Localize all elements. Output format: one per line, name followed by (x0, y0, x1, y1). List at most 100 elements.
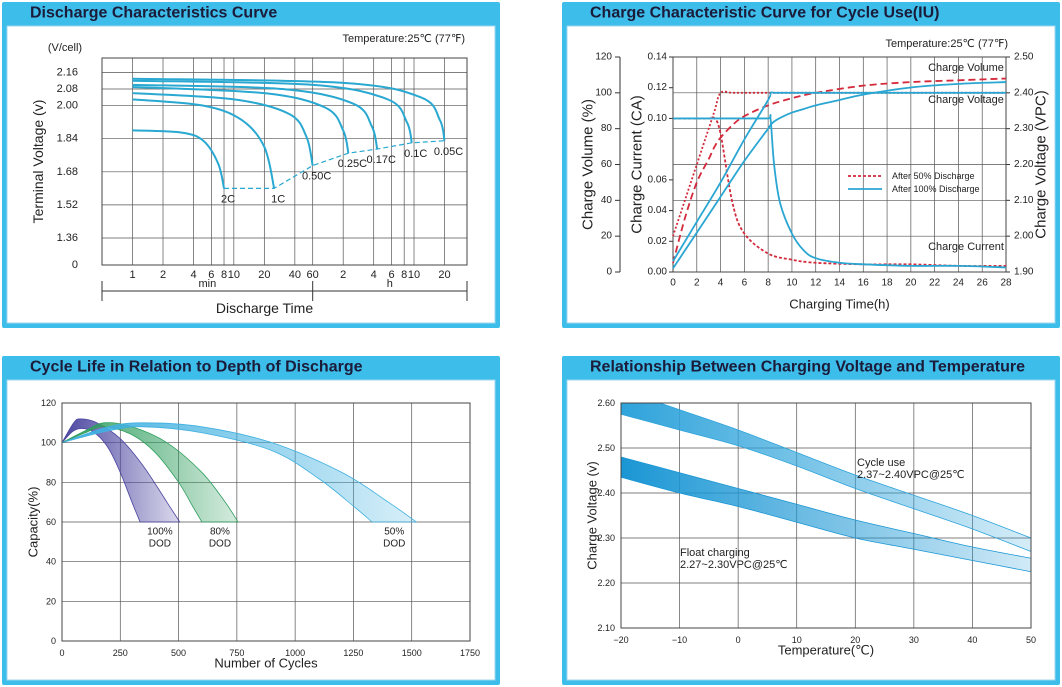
y-tick-label: 120 (41, 398, 56, 408)
y-tick-label: 2.16 (57, 66, 78, 78)
panel-body (566, 25, 1056, 324)
discharge-curve (132, 92, 314, 166)
x-tick-label: 8 (765, 278, 771, 289)
annotation: Temperature:25℃ (77℉) (886, 38, 1008, 50)
y-tick-label: 40 (601, 195, 613, 206)
current-curve (673, 114, 1007, 269)
y-tick-label: 100 (595, 87, 612, 98)
discharge-curve (132, 83, 379, 150)
plot-frame (672, 56, 1007, 273)
x-tick-label: 40 (289, 269, 301, 281)
curve-label: 2C (221, 193, 235, 205)
x-tick-label: 2 (340, 269, 346, 281)
curve-label: 0.50C (302, 171, 331, 183)
chart-title: Discharge Characteristics Curve (30, 5, 277, 22)
x-tick-label: 16 (858, 278, 870, 289)
plot-frame (101, 57, 468, 266)
x-tick-label: 0 (59, 648, 64, 658)
x-tick-label: 26 (977, 278, 989, 289)
y-tick-label: 2.20 (597, 578, 615, 588)
x-tick-label: 250 (113, 648, 128, 658)
x-tick-label: 6 (742, 278, 748, 289)
y-tick-label: 1.84 (57, 133, 78, 145)
chart-title: Relationship Between Charging Voltage an… (590, 359, 1025, 376)
x-tick-label: 1500 (402, 648, 422, 658)
annotation: Temperature:25℃ (77℉) (343, 33, 465, 45)
x-tick-label: 40 (967, 635, 977, 645)
volume-curve (672, 77, 1007, 264)
curve-label: 0.05C (434, 146, 463, 158)
band-name: Cycle use (857, 457, 905, 469)
y-tick-label: 60 (46, 517, 56, 527)
y-axis-title: Charge Volume (%) (580, 99, 597, 230)
curve-label: Charge Volume (928, 62, 1004, 74)
y3-tick-label: 1.90 (1014, 267, 1034, 278)
x-tick-label: 500 (171, 648, 186, 658)
x-tick-label: 10 (792, 635, 802, 645)
plot-frame (620, 402, 1032, 629)
x-tick-label: 20 (438, 269, 450, 281)
chart-panel: Discharge Characteristics Curve 0 1.36 1.52… (2, 2, 500, 328)
y2-tick-label: 0.06 (648, 174, 668, 185)
x-tick-label: 14 (834, 278, 846, 289)
volume-curve (672, 81, 1007, 269)
y3-tick-label: 2.10 (1014, 195, 1034, 206)
band-label: DOD (149, 539, 171, 550)
y3-tick-label: 2.00 (1014, 231, 1034, 242)
discharge-curve (132, 79, 413, 144)
x-tick-label: 0 (736, 635, 741, 645)
x-tick-label: 1250 (343, 648, 363, 658)
y-tick-label: 2.00 (57, 100, 78, 112)
x-axis-title: Charging Time(h) (789, 297, 889, 312)
y-tick-label: 2.10 (597, 623, 615, 633)
y-tick-label: 2.50 (597, 443, 615, 453)
y2-tick-label: 0.14 (648, 52, 668, 63)
y-tick-label: 20 (601, 231, 613, 242)
x-tick-label: 22 (929, 278, 941, 289)
x-tick-label: 2 (694, 278, 700, 289)
y3-tick-label: 2.50 (1014, 52, 1034, 63)
chart-title: Charge Characteristic Curve for Cycle Us… (590, 5, 939, 22)
y-axis-title: Charge Voltage (v) (585, 461, 600, 569)
y3-tick-label: 2.30 (1014, 123, 1034, 134)
y-tick-label: 100 (41, 438, 56, 448)
y-tick-label: 20 (46, 596, 56, 606)
curve-label: 0.17C (367, 154, 396, 166)
x-axis-title: Discharge Time (216, 300, 313, 316)
x-tick-label: 20 (850, 635, 860, 645)
x-tick-label: 20 (258, 269, 270, 281)
discharge-curve (132, 77, 446, 141)
x-tick-label: 20 (905, 278, 917, 289)
curve-label: Charge Voltage (928, 94, 1004, 106)
x-tick-label: 1000 (285, 648, 305, 658)
y-tick-label: 40 (46, 557, 56, 567)
group-label: h (387, 278, 393, 290)
y2-tick-label: 0.04 (648, 205, 668, 216)
y-tick-label: 80 (46, 477, 56, 487)
curve-label: Charge Current (928, 241, 1004, 253)
x-axis-title: Number of Cycles (214, 656, 318, 671)
curve-label: 0.1C (404, 148, 427, 160)
x-tick-label: 6 (208, 269, 214, 281)
y-tick-label: 2.40 (597, 488, 615, 498)
panel-body (6, 25, 496, 324)
x-tick-label: 1 (129, 269, 135, 281)
band-name: 100% (147, 527, 173, 538)
x-tick-label: 24 (953, 278, 965, 289)
legend-label: After 100% Discharge (892, 184, 980, 194)
y-tick-label: 60 (601, 159, 613, 170)
x-tick-label: 4 (718, 278, 724, 289)
group-label: min (198, 278, 216, 290)
chart-panel: Cycle Life in Relation to Depth of Disch… (2, 356, 500, 685)
x-tick-label: 10 (228, 269, 240, 281)
x-tick-label: 30 (909, 635, 919, 645)
cutoff-line (224, 140, 445, 189)
x-tick-label: 0 (670, 278, 676, 289)
x-tick-label: 12 (810, 278, 822, 289)
y2-tick-label: 0.12 (648, 82, 668, 93)
y-tick-label: 1.36 (57, 232, 78, 244)
x-tick-label: −10 (672, 635, 687, 645)
y2-tick-label: 0.00 (648, 267, 668, 278)
x-tick-label: 18 (882, 278, 894, 289)
